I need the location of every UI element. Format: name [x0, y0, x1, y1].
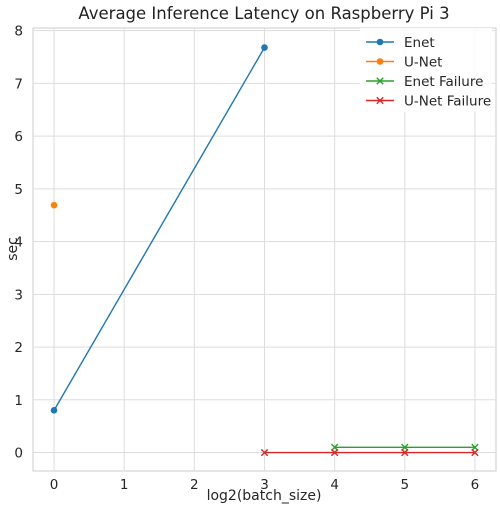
data-point-u-net-failure	[330, 448, 339, 457]
series-u-net-failure	[260, 448, 479, 457]
x-tick-label: 2	[190, 477, 199, 493]
data-point-enet-failure	[401, 443, 409, 451]
y-tick-label: 1	[14, 393, 23, 409]
data-point-enet-failure-stroke	[330, 443, 339, 451]
series-enet-failure	[330, 443, 479, 451]
legend-marker	[376, 38, 384, 46]
data-point-u-net-failure	[260, 448, 269, 457]
legend-marker	[376, 58, 384, 65]
data-point-u-net	[50, 201, 58, 209]
x-tick-label: 0	[50, 477, 59, 493]
series-line-enet	[53, 47, 266, 411]
y-tick-label: 2	[14, 340, 23, 356]
data-point-enet	[261, 44, 268, 51]
data-point-enet-failure	[330, 443, 339, 451]
data-point-u-net-failure-stroke	[401, 448, 409, 457]
data-point-enet-failure-stroke	[471, 443, 479, 451]
legend-label: U-Net Failure	[404, 94, 491, 110]
legend-label: Enet Failure	[404, 74, 483, 90]
data-point-enet-failure	[471, 443, 479, 451]
x-tick-label: 1	[120, 477, 129, 493]
legend-label: Enet	[404, 35, 435, 51]
legend-item-u-net-failure: U-Net Failure	[366, 94, 491, 110]
y-tick-label: 4	[14, 235, 23, 251]
y-tick-label: 7	[14, 76, 23, 92]
x-tick-label: 6	[471, 477, 480, 493]
y-tick-label: 6	[14, 129, 23, 145]
x-tick-label: 4	[330, 477, 339, 493]
y-tick-label: 0	[14, 446, 23, 462]
grid	[33, 28, 496, 471]
y-axis-label: sec	[5, 237, 21, 261]
legend: Enet U-Net Enet Failure U-Net Failure	[360, 28, 492, 112]
x-tick-label: 3	[260, 477, 269, 493]
legend-label: U-Net	[404, 55, 442, 71]
y-tick-label: 5	[14, 182, 23, 198]
data-point-u-net-failure-stroke	[260, 448, 269, 457]
legend-marker-stroke	[376, 96, 384, 105]
legend-item-u-net: U-Net	[366, 55, 442, 71]
x-axis-label: log2(batch_size)	[207, 488, 322, 504]
y-tick-label: 8	[14, 24, 23, 40]
series-group	[50, 44, 479, 457]
legend-marker	[376, 96, 384, 105]
data-point-u-net-failure	[401, 448, 409, 457]
y-tick-label: 3	[14, 287, 23, 303]
x-tick-labels: 0 1 2 3 4 5 6	[50, 477, 480, 493]
data-point-u-net-failure-stroke	[330, 448, 339, 457]
y-tick-labels: 0 1 2 3 4 5 6 7 8	[14, 24, 23, 462]
data-point-u-net-failure	[471, 448, 479, 457]
chart-title: Average Inference Latency on Raspberry P…	[78, 4, 449, 23]
legend-marker	[376, 77, 384, 85]
legend-item-enet: Enet	[366, 35, 435, 51]
legend-marker-stroke	[376, 77, 384, 85]
legend-item-enet-failure: Enet Failure	[366, 74, 483, 90]
series-enet	[50, 44, 268, 414]
data-point-enet-failure-stroke	[401, 443, 409, 451]
data-point-u-net-failure-stroke	[471, 448, 479, 457]
series-u-net	[50, 201, 58, 209]
data-point-enet	[50, 407, 58, 414]
x-tick-label: 5	[401, 477, 410, 493]
